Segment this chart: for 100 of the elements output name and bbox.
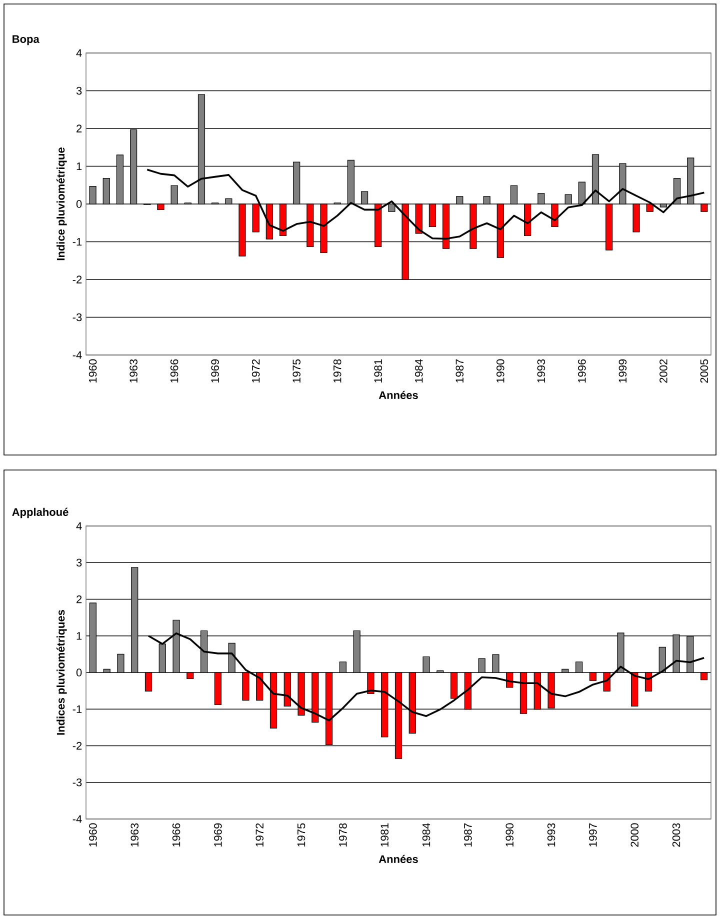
bar [646, 204, 654, 212]
bar [578, 182, 586, 204]
bar [450, 672, 458, 699]
bar [534, 672, 541, 710]
bar [700, 672, 708, 680]
bar [456, 196, 464, 204]
y-tick-label: 1 [76, 632, 82, 640]
bar [492, 654, 500, 673]
bar [144, 672, 152, 692]
bar [170, 185, 178, 204]
bar [589, 672, 596, 681]
x-tick-label: 1960 [88, 359, 97, 383]
y-tick-label: 3 [76, 86, 82, 95]
bar [660, 204, 667, 208]
bar [644, 672, 652, 692]
x-tick-label: 1975 [292, 359, 300, 383]
x-tick-label: 1990 [496, 359, 504, 383]
x-tick-label: 1975 [297, 823, 306, 846]
bar [158, 644, 166, 673]
bar [89, 602, 96, 673]
x-tick-label: 1981 [374, 359, 382, 383]
bar [186, 672, 194, 680]
bar [551, 204, 558, 227]
x-tick-label: 1999 [618, 359, 627, 383]
y-tick-label: 2 [76, 124, 82, 132]
x-tick-label: 1987 [456, 359, 464, 383]
bar [510, 185, 518, 204]
bar [353, 630, 360, 673]
bar [256, 672, 264, 701]
x-tick-label: 1984 [422, 823, 430, 846]
y-tick-label: 4 [76, 49, 82, 57]
y-tick-label: -1 [72, 705, 82, 713]
x-tick-label: 1969 [214, 823, 222, 846]
x-tick-label: 2005 [700, 359, 708, 383]
bar [130, 129, 138, 204]
bar [548, 672, 555, 708]
x-tick-label: 1969 [211, 359, 219, 383]
y-tick-label: -1 [72, 238, 82, 246]
x-tick-label: 2003 [672, 823, 680, 847]
x-axis-title: Années [378, 390, 418, 400]
bar [428, 204, 436, 227]
bar [157, 204, 164, 210]
bar [89, 186, 96, 204]
bar [360, 191, 368, 204]
y-tick-label: 2 [76, 595, 82, 604]
bar [367, 672, 374, 694]
y-tick-label: -2 [72, 742, 82, 750]
bar [564, 194, 572, 204]
bar [422, 656, 430, 673]
bar [293, 162, 300, 204]
y-tick-label: -4 [72, 815, 82, 823]
y-tick-label: -4 [72, 351, 82, 359]
x-tick-label: 1993 [547, 823, 556, 846]
bar [131, 567, 138, 673]
chart-title: Bopa [12, 35, 40, 46]
y-tick-label: 4 [76, 522, 82, 530]
x-tick-label: 1966 [170, 359, 178, 383]
x-tick-label: 2002 [660, 359, 668, 383]
bar [524, 204, 532, 236]
bar [279, 204, 287, 236]
x-tick-label: 1978 [333, 359, 342, 383]
bar [214, 672, 222, 706]
bar [538, 193, 545, 204]
x-tick-label: 1963 [130, 359, 138, 383]
bar [562, 668, 569, 673]
x-tick-label: 1996 [578, 359, 586, 383]
y-tick-label: -3 [72, 313, 82, 322]
bar [576, 662, 583, 673]
x-tick-label: 1987 [464, 823, 472, 846]
bar [478, 658, 486, 673]
bar [632, 204, 640, 232]
x-tick-label: 1990 [506, 823, 514, 846]
bar [673, 178, 681, 204]
bar [116, 154, 124, 204]
bar [242, 672, 250, 701]
x-tick-label: 1997 [589, 823, 597, 846]
bar [700, 204, 708, 212]
bar [483, 196, 490, 204]
y-tick-label: 0 [76, 200, 82, 208]
bar [225, 198, 232, 204]
bar [520, 672, 528, 714]
bar [228, 642, 236, 673]
bar [103, 668, 110, 673]
bar [464, 672, 472, 710]
x-tick-label: 2000 [630, 823, 638, 847]
chart-title: Applahoué [12, 508, 68, 518]
bar [298, 672, 305, 716]
y-tick-label: -2 [72, 276, 82, 284]
bar [658, 646, 666, 673]
bar [631, 672, 638, 706]
bar [686, 636, 694, 673]
x-tick-label: 1963 [130, 823, 139, 846]
x-tick-label: 1981 [380, 823, 388, 846]
bar [415, 204, 422, 234]
bar [252, 204, 260, 232]
x-axis-title: Années [378, 854, 418, 864]
bar [388, 204, 396, 212]
y-axis-title: Indices pluviométriques [56, 610, 67, 735]
bar [339, 662, 346, 673]
bar [284, 672, 291, 706]
